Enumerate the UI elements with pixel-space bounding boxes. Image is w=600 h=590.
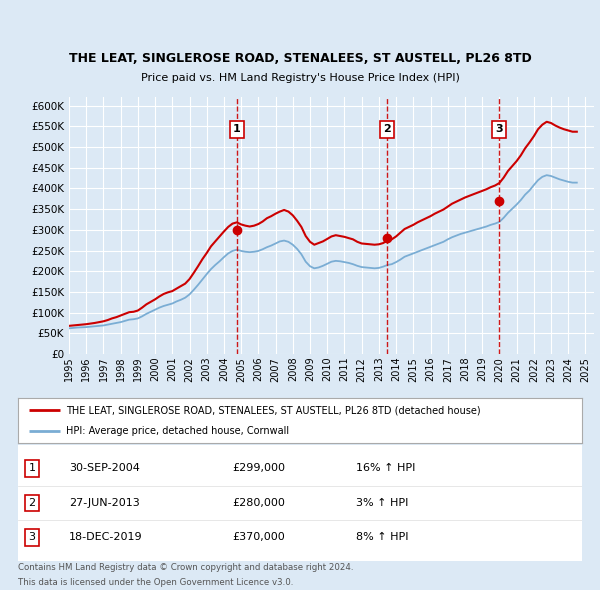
Text: Price paid vs. HM Land Registry's House Price Index (HPI): Price paid vs. HM Land Registry's House … xyxy=(140,73,460,83)
Text: 2: 2 xyxy=(383,124,391,135)
Text: 2: 2 xyxy=(29,498,35,508)
Text: 1: 1 xyxy=(233,124,241,135)
Text: 8% ↑ HPI: 8% ↑ HPI xyxy=(356,533,409,542)
Text: 27-JUN-2013: 27-JUN-2013 xyxy=(69,498,140,508)
Text: £299,000: £299,000 xyxy=(232,464,286,473)
Text: Contains HM Land Registry data © Crown copyright and database right 2024.: Contains HM Land Registry data © Crown c… xyxy=(18,563,353,572)
Text: 3% ↑ HPI: 3% ↑ HPI xyxy=(356,498,409,508)
Text: HPI: Average price, detached house, Cornwall: HPI: Average price, detached house, Corn… xyxy=(66,425,289,435)
Text: THE LEAT, SINGLEROSE ROAD, STENALEES, ST AUSTELL, PL26 8TD: THE LEAT, SINGLEROSE ROAD, STENALEES, ST… xyxy=(68,52,532,65)
Text: 3: 3 xyxy=(495,124,503,135)
Text: This data is licensed under the Open Government Licence v3.0.: This data is licensed under the Open Gov… xyxy=(18,578,293,587)
Text: £370,000: £370,000 xyxy=(232,533,285,542)
Text: 18-DEC-2019: 18-DEC-2019 xyxy=(69,533,142,542)
Text: THE LEAT, SINGLEROSE ROAD, STENALEES, ST AUSTELL, PL26 8TD (detached house): THE LEAT, SINGLEROSE ROAD, STENALEES, ST… xyxy=(66,405,481,415)
Text: 1: 1 xyxy=(29,464,35,473)
Text: 16% ↑ HPI: 16% ↑ HPI xyxy=(356,464,416,473)
Text: £280,000: £280,000 xyxy=(232,498,285,508)
Text: 3: 3 xyxy=(29,533,35,542)
Text: 30-SEP-2004: 30-SEP-2004 xyxy=(69,464,140,473)
